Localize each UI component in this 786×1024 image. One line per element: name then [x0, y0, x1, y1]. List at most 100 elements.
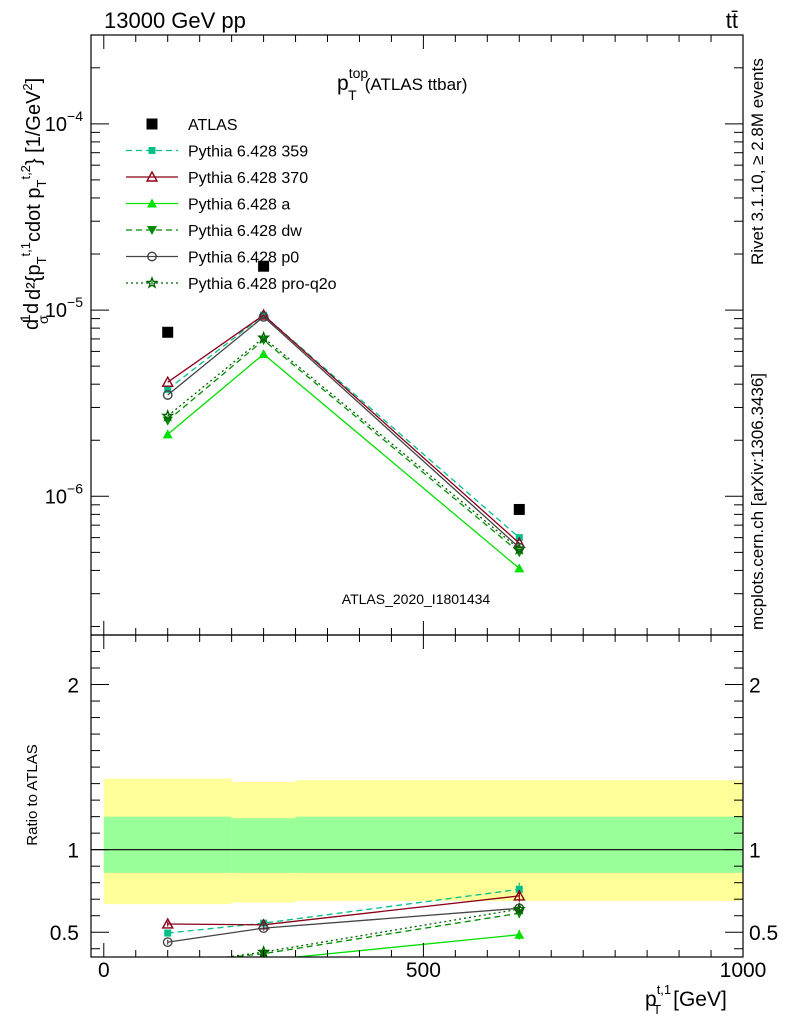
- main-series-line: [167, 339, 520, 553]
- main-ytick-exp: −4: [67, 108, 83, 124]
- main-point: [162, 390, 173, 400]
- main-series-line: [167, 314, 520, 544]
- main-point: [512, 542, 526, 555]
- main-point: [513, 503, 525, 515]
- legend-marker: [148, 147, 156, 154]
- ratio-band-green: [103, 816, 232, 873]
- legend-label: Pythia 6.428 359: [188, 144, 308, 161]
- legend-label: Pythia 6.428 370: [188, 170, 308, 187]
- legend-marker: [147, 251, 157, 262]
- legend-marker: [145, 170, 159, 182]
- legend-label: Pythia 6.428 pro-q2o: [188, 276, 337, 293]
- plot-title-rest: (ATLAS ttbar): [365, 75, 468, 94]
- legend-label: Pythia 6.428 dw: [188, 223, 302, 240]
- ratio-bands: [91, 778, 743, 905]
- ratio-point: [164, 929, 172, 937]
- ratio-xtick-label: 1000: [720, 959, 767, 982]
- main-ytick-exp: −6: [67, 480, 83, 496]
- main-marks: [161, 260, 526, 573]
- legend-marker: [147, 226, 157, 235]
- x-axis-label-sup: t,1: [657, 982, 671, 997]
- main-ylabel-frac-3: σ: [35, 315, 51, 324]
- main-point: [258, 260, 270, 272]
- main-ylabel-body-i: ]: [23, 78, 45, 84]
- main-point: [162, 429, 173, 439]
- main-point: [258, 311, 269, 322]
- ratio-band-green: [295, 816, 743, 873]
- ratio-point: [513, 889, 526, 901]
- ratio-point: [161, 917, 174, 929]
- main-ytick-base: 10: [45, 486, 67, 508]
- ratio-ytick-label: 0.5: [50, 922, 79, 945]
- main-ytick-base: 10: [45, 300, 67, 322]
- plot-title-main: p: [337, 72, 349, 95]
- ratio-frame: [90, 634, 744, 958]
- ratio-panel: 0.5 0.5 1 1 2 2 0 500 1000 Ratio to ATLAS pt,1 T […: [24, 634, 778, 1017]
- main-point: [256, 330, 271, 344]
- x-axis-label-main: p: [645, 988, 657, 1011]
- plot-title-sup: top: [349, 65, 369, 81]
- ratio-xtick-label: 0: [98, 959, 110, 982]
- ratio-series-line: [167, 888, 520, 934]
- x-axis-label: pt,1 T [GeV]: [645, 982, 727, 1017]
- ratio-series-line: [225, 912, 520, 957]
- ratio-xtick-label: 500: [406, 959, 441, 982]
- legend-marker: [146, 118, 158, 130]
- legend-marker: [145, 275, 159, 289]
- legend-label: ATLAS: [188, 117, 238, 134]
- main-ytick-base: 10: [45, 114, 67, 136]
- main-ylabel-body-d: cdot p: [23, 188, 45, 242]
- ratio-series-line: [290, 934, 520, 957]
- legend: ATLAS Pythia 6.428 359 Pythia 6.428 370 Pyt…: [126, 117, 337, 293]
- main-ylabel-body-c: t,1: [18, 242, 33, 256]
- legend-label: Pythia 6.428 a: [188, 197, 290, 214]
- main-ylabel-body-a: d²{p: [23, 264, 45, 300]
- x-axis-label-unit: [GeV]: [673, 988, 727, 1011]
- main-point: [162, 326, 174, 338]
- main-series-line: [167, 314, 520, 539]
- main-ytick-exp: −5: [67, 294, 83, 310]
- watermark: ATLAS_2020_I1801434: [342, 591, 491, 607]
- main-ytick-label: 10−5: [45, 294, 83, 322]
- main-series-line: [167, 315, 520, 549]
- mcplots-label: mcplots.cern.ch [arXiv:1306.3436]: [748, 373, 767, 630]
- main-point: [161, 375, 174, 387]
- main-point: [161, 408, 175, 422]
- ratio-point: [258, 923, 269, 934]
- ratio-point: [512, 902, 526, 915]
- plot-title-sub: T: [348, 87, 357, 103]
- main-point: [514, 563, 525, 573]
- ratio-ytick-label-right: 0.5: [749, 922, 778, 945]
- main-ylabel-body-e: T: [34, 180, 49, 188]
- main-ylabel-frac-4: d: [21, 303, 43, 314]
- main-ylabel-body-f: t,2: [18, 165, 33, 179]
- ratio-point: [515, 885, 523, 893]
- main-series-line: [167, 336, 520, 550]
- main-ylabel-body: d²{pTt,1cdot pTt,2} [1/GeV2]: [18, 78, 49, 300]
- main-panel: 10−610−510−4 ptop T(ATLAS ttbar) ATLAS_20…: [17, 34, 744, 636]
- main-ylabel: d 1 σ d d²{pTt,1cdot pTt,2} [1/GeV2]: [17, 78, 51, 330]
- main-ytick-label: 10−4: [45, 108, 83, 136]
- ratio-point: [163, 964, 173, 973]
- ratio-ytick-label: 2: [67, 675, 79, 698]
- legend-label: Pythia 6.428 p0: [188, 250, 299, 267]
- plot-title: ptop T (ATLAS ttbar): [337, 65, 467, 103]
- main-ylabel-frac-2: 1: [17, 314, 33, 322]
- header-left: 13000 GeV pp: [104, 8, 246, 33]
- main-ytick-label: 10−6: [45, 480, 83, 508]
- ratio-point: [163, 960, 173, 969]
- main-ylabel-body-b: T: [34, 256, 49, 264]
- ratio-series-line: [167, 907, 520, 943]
- ratio-point: [162, 937, 173, 948]
- ratio-point: [514, 929, 525, 939]
- main-point: [258, 349, 269, 359]
- main-axes: 10−610−510−4: [45, 35, 744, 635]
- main-ylabel-body-h: 2: [20, 83, 35, 90]
- ratio-ytick-label-right: 2: [749, 675, 761, 698]
- ratio-ylabel: Ratio to ATLAS: [24, 744, 41, 845]
- header-right: tt̄: [726, 8, 738, 33]
- rivet-label: Rivet 3.1.10, ≥ 2.8M events: [748, 58, 767, 265]
- main-point: [257, 308, 270, 320]
- x-axis-label-sub: T: [653, 1002, 661, 1017]
- main-ylabel-frac: d: [21, 319, 43, 330]
